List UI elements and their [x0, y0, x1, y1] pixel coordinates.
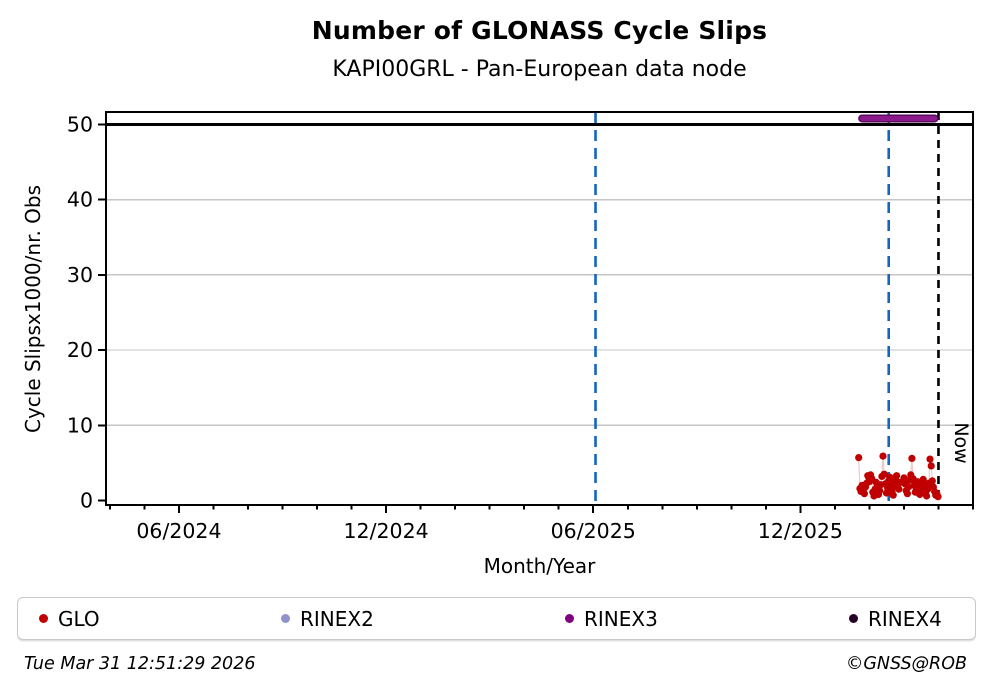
data-point: [927, 462, 935, 470]
y-tick-label: 10: [67, 413, 93, 437]
data-point: [924, 485, 932, 493]
data-point: [926, 455, 934, 463]
data-point: [855, 454, 863, 462]
x-tick-label: 06/2025: [551, 519, 636, 543]
legend-item-glo: GLO: [39, 607, 100, 631]
rinex4-marker-icon: [849, 614, 858, 623]
data-point: [908, 454, 916, 462]
data-point: [919, 475, 927, 483]
legend-label: RINEX4: [868, 606, 942, 631]
rinex2-marker-icon: [281, 614, 290, 623]
data-point: [886, 473, 894, 481]
data-point: [934, 493, 942, 501]
y-tick-label: 20: [67, 338, 93, 362]
x-tick-label: 12/2025: [758, 519, 843, 543]
data-point: [876, 487, 884, 495]
y-tick-label: 40: [67, 188, 93, 212]
plot-timestamp: Tue Mar 31 12:51:29 2026: [24, 654, 256, 674]
now-label: Now: [950, 422, 972, 463]
data-point: [904, 483, 913, 491]
glo-marker-icon: [39, 614, 48, 623]
y-tick-label: 50: [67, 112, 93, 136]
legend-item-rinex4: RINEX4: [849, 607, 942, 631]
legend-label: RINEX3: [584, 606, 658, 631]
legend-item-rinex3: RINEX3: [565, 607, 658, 631]
y-tick-label: 0: [80, 488, 93, 512]
data-point: [889, 491, 897, 499]
chart-subtitle: KAPI00GRL - Pan-European data node: [332, 57, 747, 82]
data-point: [928, 477, 936, 485]
y-tick-label: 30: [67, 263, 93, 287]
data-point: [879, 452, 887, 460]
legend-label: GLO: [58, 606, 100, 631]
chart-title: Number of GLONASS Cycle Slips: [311, 16, 768, 45]
credit-text: ©GNSS@ROB: [845, 654, 967, 674]
legend-label: RINEX2: [300, 606, 374, 631]
legend-box: GLO RINEX2 RINEX3 RINEX4: [17, 597, 976, 640]
legend-item-rinex2: RINEX2: [281, 607, 374, 631]
data-point: [893, 472, 901, 480]
data-point: [880, 470, 888, 478]
data-point: [903, 490, 912, 498]
x-tick-label: 12/2024: [344, 519, 429, 543]
data-point: [895, 485, 903, 493]
data-point: [900, 474, 908, 482]
x-tick-label: 06/2024: [136, 519, 221, 543]
rinex3-marker-icon: [565, 614, 574, 623]
x-axis-label: Month/Year: [483, 554, 596, 578]
plot-border: [105, 111, 974, 506]
data-point: [923, 492, 931, 500]
data-point: [860, 490, 869, 498]
